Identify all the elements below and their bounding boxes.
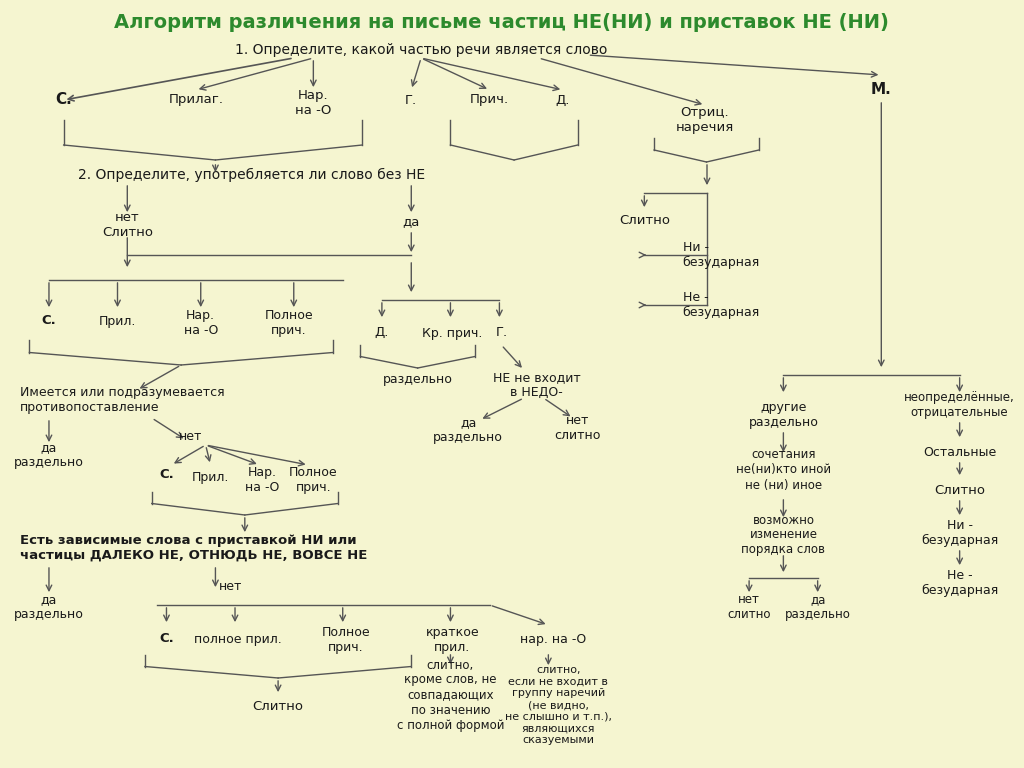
Text: да: да	[402, 216, 420, 229]
Text: М.: М.	[871, 82, 892, 98]
Text: 2. Определите, употребляется ли слово без НЕ: 2. Определите, употребляется ли слово бе…	[79, 168, 425, 182]
Text: полное прил.: полное прил.	[195, 634, 282, 647]
Text: С.: С.	[159, 468, 174, 482]
Text: Ни -
безударная: Ни - безударная	[683, 241, 760, 269]
Text: Алгоритм различения на письме частиц НЕ(НИ) и приставок НЕ (НИ): Алгоритм различения на письме частиц НЕ(…	[114, 12, 889, 31]
Text: Нар.
на -О: Нар. на -О	[295, 89, 332, 117]
Text: Г.: Г.	[496, 326, 508, 339]
Text: нар. на -О: нар. на -О	[520, 634, 587, 647]
Text: Д.: Д.	[375, 326, 389, 339]
Text: слитно,
если не входит в
группу наречий
(не видно,
не слышно и т.п.),
являющихся: слитно, если не входит в группу наречий …	[505, 665, 611, 745]
Text: другие
раздельно: другие раздельно	[749, 401, 818, 429]
Text: краткое
прил.: краткое прил.	[426, 626, 479, 654]
Text: Г.: Г.	[406, 94, 418, 107]
Text: Имеется или подразумевается
противопоставление: Имеется или подразумевается противопоста…	[19, 386, 224, 414]
Text: сочетания
не(ни)кто иной
не (ни) иное: сочетания не(ни)кто иной не (ни) иное	[736, 449, 830, 492]
Text: С.: С.	[159, 631, 174, 644]
Text: нет
слитно: нет слитно	[727, 593, 771, 621]
Text: Отриц.
наречия: Отриц. наречия	[676, 106, 734, 134]
Text: С.: С.	[55, 92, 72, 108]
Text: слитно,
кроме слов, не
совпадающих
по значению
с полной формой: слитно, кроме слов, не совпадающих по зн…	[396, 658, 504, 731]
Text: да
раздельно: да раздельно	[433, 416, 503, 444]
Text: Полное
прич.: Полное прич.	[264, 309, 313, 337]
Text: раздельно: раздельно	[383, 373, 453, 386]
Text: да
раздельно: да раздельно	[784, 593, 851, 621]
Text: да
раздельно: да раздельно	[14, 441, 84, 469]
Text: 1. Определите, какой частью речи является слово: 1. Определите, какой частью речи являетс…	[234, 43, 607, 57]
Text: нет: нет	[218, 581, 242, 594]
Text: Ни -
безударная: Ни - безударная	[921, 519, 998, 547]
Text: Полное
прич.: Полное прич.	[289, 466, 338, 494]
Text: Прич.: Прич.	[470, 94, 509, 107]
Text: Прил.: Прил.	[191, 472, 229, 485]
Text: С.: С.	[42, 313, 56, 326]
Text: Не -
безударная: Не - безударная	[921, 569, 998, 597]
Text: Нар.
на -О: Нар. на -О	[183, 309, 218, 337]
Text: возможно
изменение
порядка слов: возможно изменение порядка слов	[741, 514, 825, 557]
Text: НЕ не входит
в НЕДО-: НЕ не входит в НЕДО-	[493, 371, 581, 399]
Text: Слитно: Слитно	[618, 214, 670, 227]
Text: нет
слитно: нет слитно	[555, 414, 601, 442]
Text: Прилаг.: Прилаг.	[168, 94, 223, 107]
Text: нет
Слитно: нет Слитно	[101, 211, 153, 239]
Text: Д.: Д.	[556, 94, 570, 107]
Text: Есть зависимые слова с приставкой НИ или
частицы ДАЛЕКО НЕ, ОТНЮДЬ НЕ, ВОВСЕ НЕ: Есть зависимые слова с приставкой НИ или…	[19, 534, 367, 562]
Text: да
раздельно: да раздельно	[14, 593, 84, 621]
Text: неопределённые,
отрицательные: неопределённые, отрицательные	[904, 391, 1015, 419]
Text: Нар.
на -О: Нар. на -О	[245, 466, 280, 494]
Text: Слитно: Слитно	[253, 700, 303, 713]
Text: Остальные: Остальные	[923, 445, 996, 458]
Text: Полное
прич.: Полное прич.	[322, 626, 370, 654]
Text: Слитно: Слитно	[934, 484, 985, 496]
Text: нет: нет	[179, 431, 203, 443]
Text: Кр. прич.: Кр. прич.	[422, 326, 482, 339]
Text: Не -
безударная: Не - безударная	[683, 291, 760, 319]
Text: Прил.: Прил.	[99, 316, 136, 329]
